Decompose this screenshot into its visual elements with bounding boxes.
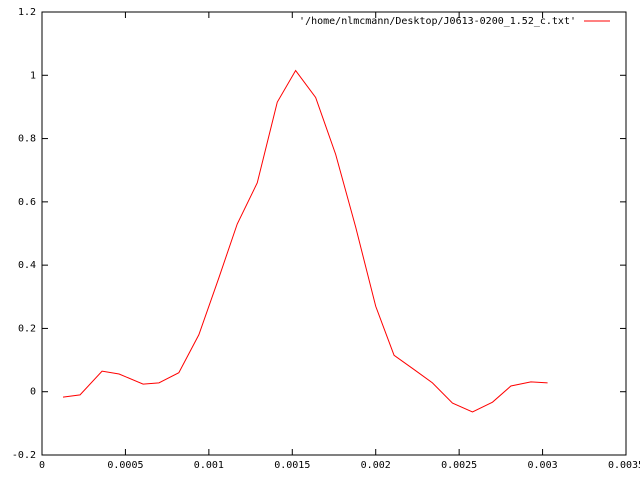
x-tick-label: 0.0005 [107,460,143,471]
y-tick-label: 0.6 [18,197,36,208]
data-line [62,69,548,413]
y-tick-label: 1.2 [18,7,36,18]
plot-frame [41,11,627,456]
legend-label: '/home/nlmcmann/Desktop/J0613-0200_1.52_… [299,16,576,27]
x-tick-label: 0.0025 [441,460,477,471]
y-tick-label: 0.4 [18,260,36,271]
x-tick-label: 0.0015 [274,460,310,471]
y-tick-label: 0 [30,387,36,398]
x-tick-label: 0.002 [361,460,391,471]
y-tick-label: 1 [30,70,36,81]
x-tick-label: 0.001 [194,460,224,471]
y-tick-label: 0.2 [18,323,36,334]
x-tick-label: 0.003 [528,460,558,471]
y-tick-label: 0.8 [18,134,36,145]
y-tick-label: -0.2 [12,450,36,461]
x-tick-label: 0 [39,460,45,471]
x-tick-label: 0.0035 [608,460,640,471]
